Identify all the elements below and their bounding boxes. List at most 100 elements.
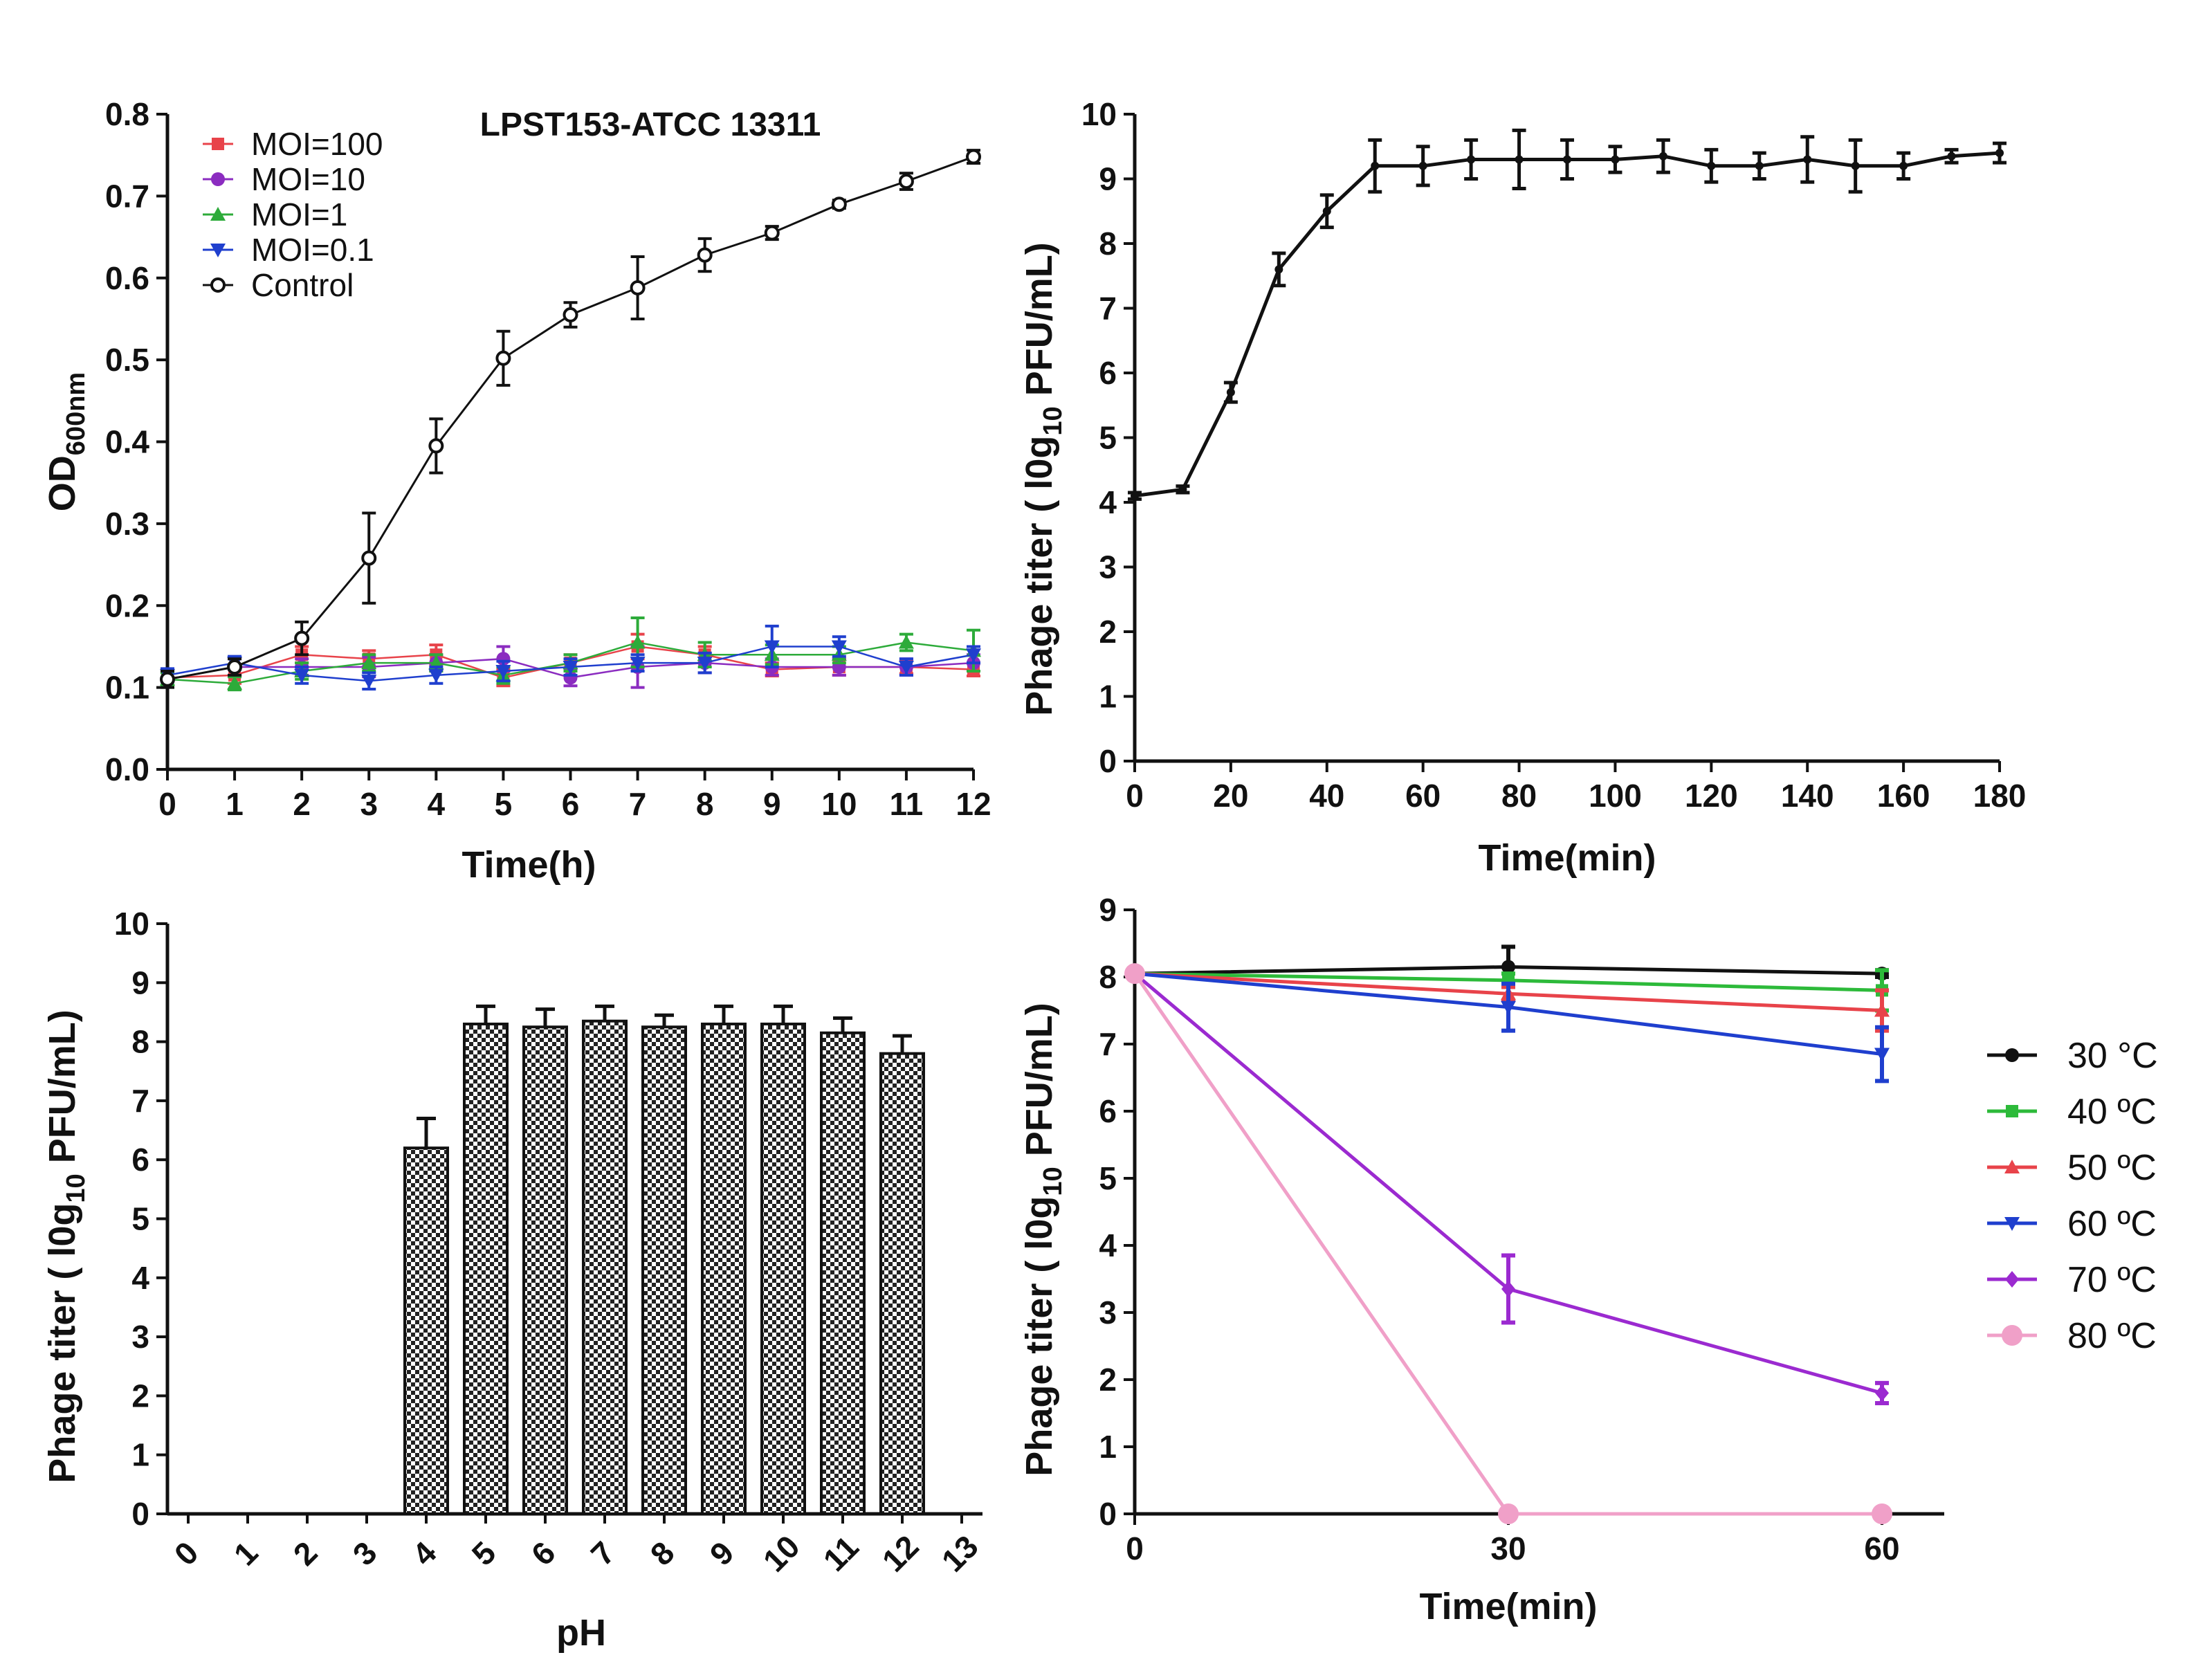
d-x-tick-label: 30 xyxy=(1490,1530,1526,1566)
b-data-point-shape xyxy=(1658,152,1667,161)
b-data-point-shape xyxy=(1467,155,1476,164)
a-data-point xyxy=(361,550,377,566)
b-data-point xyxy=(1995,149,2004,158)
chart-thermal-stability: 0 1 2 3 4 5 6 7 8 9 0 30 60 Time(min) Phage titer ( l0… xyxy=(1018,892,2158,1627)
a-x-tick-label: 2 xyxy=(293,786,311,822)
b-y-tick-label: 9 xyxy=(1099,161,1117,197)
a-legend-marker xyxy=(210,207,226,221)
chart-od-growth: 0.00.10.20.30.40.50.60.70.80 1 2 3 4 5 6 7 8 9 10 1… xyxy=(42,96,991,886)
a-x-tick-label: 8 xyxy=(696,786,714,822)
b-y-tick-label: 2 xyxy=(1099,614,1117,650)
a-legend-marker xyxy=(212,138,224,150)
a-data-point-shape xyxy=(764,225,780,241)
a-legend-label: MOI=10 xyxy=(251,161,365,197)
d-y-tick-label: 0 xyxy=(1099,1496,1117,1532)
c-y-tick-label: 8 xyxy=(131,1024,149,1060)
b-data-point xyxy=(1947,152,1956,161)
d-y-tick-label: 9 xyxy=(1099,892,1117,928)
b-data-point xyxy=(1467,155,1476,164)
a-data-point xyxy=(764,640,780,655)
d-x-tick-label: 0 xyxy=(1126,1530,1144,1566)
c-error-bar xyxy=(893,1034,912,1054)
d-legend-marker xyxy=(2005,1048,2019,1062)
d-legend-marker-shape xyxy=(2004,1160,2020,1173)
a-y-tick-label: 0.7 xyxy=(105,178,149,214)
c-bar xyxy=(641,1025,687,1515)
a-data-point-shape xyxy=(563,661,578,675)
a-data-point-shape xyxy=(428,438,444,454)
b-data-point xyxy=(1131,491,1139,500)
c-error-bar xyxy=(714,1004,733,1025)
d-data-point-shape xyxy=(1498,1503,1519,1524)
b-y-tick-label: 0 xyxy=(1099,743,1117,779)
a-legend-marker-shape xyxy=(212,138,224,150)
d-legend-entry: 40 ºC xyxy=(1987,1092,2157,1132)
b-y-tick-label: 6 xyxy=(1099,355,1117,391)
b-data-point xyxy=(1611,155,1620,164)
d-legend-marker xyxy=(2002,1325,2022,1346)
a-legend-marker xyxy=(211,172,225,186)
d-legend-marker xyxy=(2004,1217,2020,1231)
a-y-tick-label: 0.3 xyxy=(105,506,149,542)
a-data-point-shape xyxy=(563,307,578,323)
a-data-point-shape xyxy=(160,671,175,687)
a-data-point xyxy=(966,149,981,165)
a-legend-marker-shape xyxy=(210,277,226,293)
a-legend-label: MOI=100 xyxy=(251,126,383,162)
b-data-point-shape xyxy=(1755,161,1764,170)
a-series-4 xyxy=(160,149,981,689)
b-x-axis-label: Time(min) xyxy=(1478,837,1656,879)
a-legend-entry: MOI=10 xyxy=(203,161,365,197)
a-y-tick-label: 0.8 xyxy=(105,96,149,132)
c-x-tick-label: 13 xyxy=(935,1528,985,1579)
a-data-point-shape xyxy=(630,280,646,295)
a-data-point xyxy=(361,655,377,670)
a-data-point xyxy=(495,664,511,679)
a-legend-label: MOI=0.1 xyxy=(251,232,374,268)
a-data-point-shape xyxy=(495,350,511,366)
a-y-tick-label: 0.6 xyxy=(105,260,149,296)
a-data-point-shape xyxy=(630,657,646,671)
b-x-tick-label: 20 xyxy=(1213,778,1248,814)
b-data-point xyxy=(1707,161,1716,170)
a-legend-entry: MOI=100 xyxy=(203,126,383,162)
a-y-axis-label: OD600nm xyxy=(42,372,91,511)
a-y-tick-label: 0.5 xyxy=(105,342,149,378)
c-error-bar xyxy=(536,1007,555,1027)
b-x-tick-label: 100 xyxy=(1589,778,1642,814)
d-data-point xyxy=(1875,1384,1889,1402)
a-data-point-shape xyxy=(966,149,981,165)
a-data-point xyxy=(966,648,981,663)
b-data-point xyxy=(1274,265,1283,274)
a-x-tick-label: 7 xyxy=(629,786,647,822)
d-x-axis-label: Time(min) xyxy=(1419,1586,1597,1627)
a-x-tick-label: 6 xyxy=(562,786,580,822)
a-x-tick-label: 1 xyxy=(226,786,244,822)
d-data-point-shape xyxy=(1872,1503,1892,1524)
c-x-tick-label: 12 xyxy=(875,1528,926,1579)
c-bar xyxy=(820,1031,866,1516)
a-data-point-shape xyxy=(227,659,243,675)
d-legend-label: 60 ºC xyxy=(2067,1204,2157,1244)
a-x-tick-label: 11 xyxy=(890,786,924,822)
c-bar xyxy=(582,1019,628,1515)
d-data-point-shape xyxy=(1501,960,1515,974)
a-x-tick-label: 10 xyxy=(821,786,857,822)
c-x-tick-label: 4 xyxy=(405,1534,444,1572)
d-data-point xyxy=(1501,960,1515,974)
d-series-5 xyxy=(1124,963,1892,1524)
d-legend-marker-shape xyxy=(2006,1105,2018,1117)
a-legend-marker-shape xyxy=(210,244,226,257)
b-data-point xyxy=(1851,161,1860,170)
a-data-point xyxy=(428,668,444,683)
b-data-point-shape xyxy=(1178,485,1187,494)
a-x-tick-label: 0 xyxy=(158,786,176,822)
c-bar xyxy=(403,1146,449,1515)
a-data-point-shape xyxy=(831,640,847,655)
a-data-point-shape xyxy=(495,664,511,679)
b-data-point xyxy=(1418,161,1427,170)
d-series-line xyxy=(1133,972,1883,1395)
d-data-point xyxy=(1872,1503,1892,1524)
b-data-point-shape xyxy=(1515,155,1524,164)
